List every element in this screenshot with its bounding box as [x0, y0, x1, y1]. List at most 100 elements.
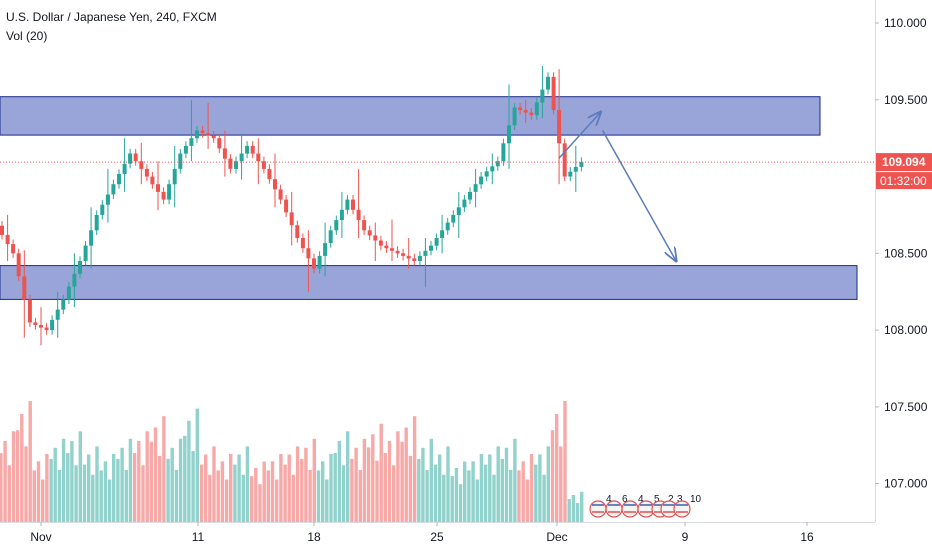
- event-flag-icon[interactable]: [673, 500, 691, 518]
- volume-bar: [559, 446, 563, 522]
- volume-bar: [212, 446, 216, 522]
- volume-bar: [45, 454, 49, 522]
- volume-bar: [400, 441, 404, 522]
- volume-bar: [61, 438, 66, 522]
- candle-body: [245, 145, 250, 154]
- candle-body: [261, 161, 266, 169]
- volume-bar: [36, 461, 41, 523]
- volume-bar: [49, 458, 53, 522]
- candle-body: [573, 166, 578, 172]
- candle-body: [5, 234, 10, 245]
- candle-body: [278, 189, 283, 200]
- candle-body: [451, 214, 456, 223]
- event-count-label: 6: [622, 494, 628, 505]
- event-flag-icon[interactable]: [621, 500, 639, 518]
- candle-body: [323, 243, 328, 256]
- candle-body: [568, 171, 573, 177]
- candle-body: [546, 76, 550, 90]
- volume-bar: [371, 434, 375, 523]
- event-flag-icon[interactable]: [589, 500, 607, 518]
- candle-body: [300, 238, 305, 249]
- volume-bar: [24, 446, 28, 522]
- volume-bar: [141, 465, 145, 522]
- volume-bar: [454, 468, 459, 522]
- time-tick-label: 25: [430, 530, 444, 544]
- candle-body: [267, 168, 272, 180]
- candle-body: [256, 153, 261, 162]
- candle-body: [234, 161, 238, 169]
- candle-body: [412, 258, 417, 261]
- event-count-label: 4: [606, 494, 612, 505]
- volume-bar: [149, 441, 153, 522]
- volume-bar: [107, 479, 112, 522]
- countdown-label-bg: [876, 172, 932, 190]
- volume-bar: [295, 446, 300, 522]
- volume-bar: [70, 441, 74, 522]
- candle-body: [295, 225, 300, 238]
- volume-bar: [312, 438, 316, 522]
- time-tick-label: 18: [307, 530, 321, 544]
- candle-body: [211, 135, 216, 139]
- candle-body: [284, 199, 289, 213]
- volume-bar: [442, 474, 446, 523]
- event-flag-icon[interactable]: [605, 500, 623, 518]
- candle-body: [562, 143, 567, 177]
- volume-label[interactable]: Vol (20): [6, 29, 48, 43]
- volume-bar: [500, 458, 504, 522]
- volume-bar: [463, 461, 467, 522]
- volume-bar: [233, 464, 237, 522]
- volume-bar: [555, 414, 559, 522]
- volume-bar: [542, 474, 546, 523]
- current-price-label-bg: [876, 153, 932, 172]
- candle-body: [434, 238, 439, 246]
- candle-body: [239, 153, 244, 162]
- candle-body: [378, 240, 383, 246]
- volume-bar: [337, 441, 342, 522]
- volume-bar: [53, 447, 57, 523]
- candle-body: [44, 327, 49, 331]
- volume-bar: [191, 451, 195, 522]
- candle-body: [317, 255, 322, 269]
- volume-bar: [483, 464, 488, 522]
- volume-bar: [471, 461, 475, 523]
- candle-body: [117, 174, 121, 185]
- candle-body: [39, 325, 43, 328]
- candle-body: [139, 161, 144, 169]
- volume-bar: [153, 427, 158, 522]
- volume-bar: [120, 447, 124, 523]
- projection-arrow-down[interactable]: [601, 130, 677, 262]
- volume-bar: [488, 454, 492, 522]
- volume-bar: [183, 435, 187, 522]
- candle-body: [579, 162, 584, 167]
- candle-body: [440, 230, 445, 238]
- candle-body: [490, 166, 495, 172]
- volume-bar: [308, 470, 312, 522]
- volume-bar: [346, 431, 350, 522]
- candle-body: [100, 204, 105, 215]
- candle-body: [22, 276, 27, 300]
- support-zone[interactable]: [0, 265, 858, 300]
- candle-body: [395, 250, 400, 254]
- symbol-title[interactable]: U.S. Dollar / Japanese Yen, 240, FXCM: [6, 10, 217, 24]
- candle-body: [156, 184, 160, 192]
- candle-body: [362, 220, 367, 231]
- volume-bar: [479, 454, 484, 522]
- volume-bar: [82, 464, 87, 522]
- volume-bar: [66, 453, 70, 522]
- candle-body: [161, 191, 166, 200]
- volume-bar: [158, 455, 162, 522]
- candle-body: [72, 273, 77, 287]
- volume-bar: [333, 453, 337, 522]
- projection-arrow-up[interactable]: [558, 112, 601, 159]
- volume-bar: [571, 495, 576, 522]
- volume-bar: [329, 454, 333, 522]
- volume-bar: [425, 470, 429, 522]
- volume-bar: [304, 447, 308, 523]
- countdown-label: 01:32:00: [880, 174, 927, 188]
- volume-bar: [496, 446, 500, 522]
- resistance-zone[interactable]: [0, 96, 821, 136]
- volume-bar: [350, 458, 354, 522]
- volume-bar: [316, 470, 321, 522]
- volume-bar: [3, 441, 7, 522]
